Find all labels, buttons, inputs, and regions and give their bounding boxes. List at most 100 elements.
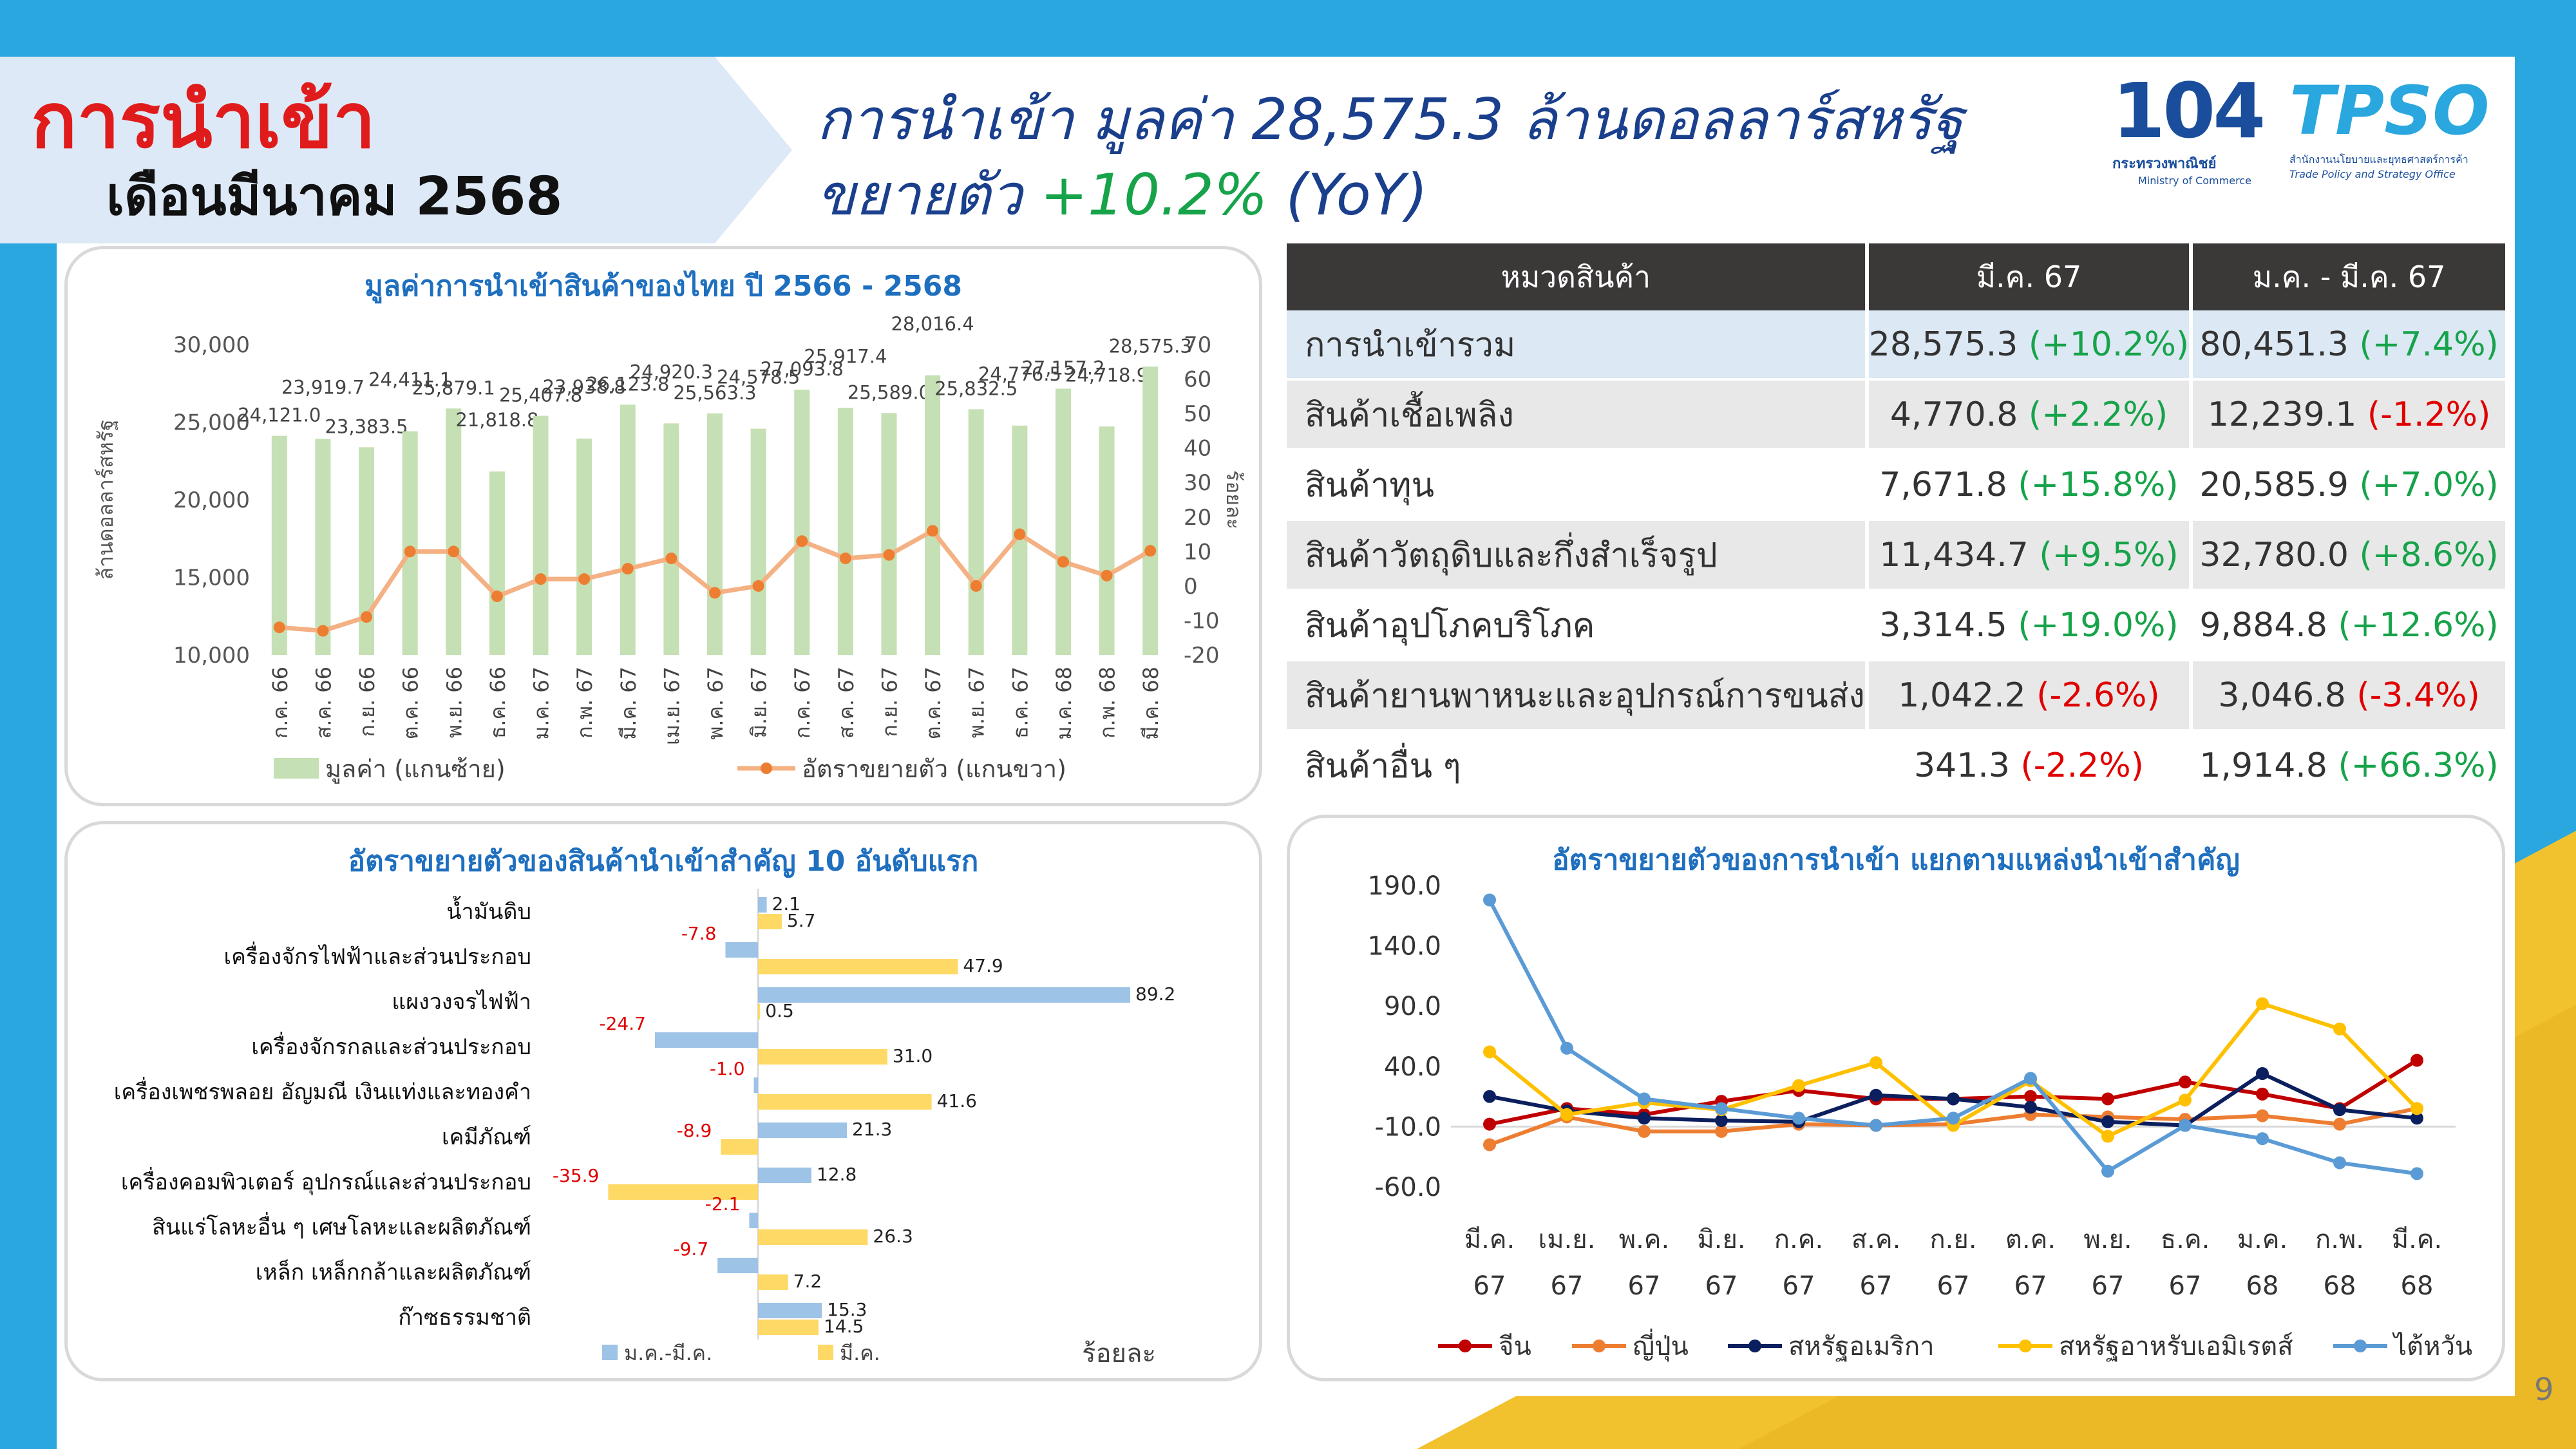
- growth-month: (+2.2%): [2028, 395, 2168, 434]
- x-axis-tick-label: ก.ย. 66: [355, 667, 379, 737]
- bar-month-growth: [758, 1320, 819, 1335]
- x-axis-tick-month: ต.ค.: [2005, 1225, 2056, 1255]
- legend-swatch-bar: [274, 758, 319, 779]
- series-point: [1870, 1088, 1882, 1102]
- value-month: 1,042.2: [1898, 676, 2037, 715]
- bar-month-growth: [758, 1229, 868, 1245]
- growth-ytd: (-1.2%): [2367, 395, 2491, 434]
- headline-growth-value: +10.2%: [1040, 162, 1268, 228]
- bar-import-value: [446, 408, 462, 655]
- bar-data-label: 25,832.5: [934, 377, 1018, 399]
- growth-month: (+10.2%): [2028, 325, 2190, 364]
- category-label: การนำเข้ารวม: [1287, 310, 1869, 381]
- growth-point: [1014, 528, 1026, 540]
- x-axis-tick-month: มี.ค.: [2392, 1225, 2443, 1255]
- bar-import-value: [968, 409, 984, 655]
- cell-month: 3,314.5 (+19.0%): [1868, 591, 2193, 661]
- bar-import-value: [533, 415, 549, 655]
- series-point: [1483, 1045, 1496, 1059]
- tpso-logo-sub-en: Trade Policy and Strategy Office: [2289, 168, 2456, 180]
- x-axis-tick-label: ส.ค. 66: [311, 667, 336, 739]
- growth-point: [665, 553, 677, 565]
- top10-panel: อัตราขยายตัวของสินค้านำเข้าสำคัญ 10 อันด…: [64, 821, 1262, 1381]
- legend-swatch-month: [818, 1345, 833, 1360]
- x-axis-tick-label: ก.ค. 67: [790, 667, 815, 739]
- bar-data-label: -35.9: [553, 1165, 599, 1186]
- series-point: [2256, 1067, 2269, 1081]
- source-growth-chart: 190.0 140.0 90.0 40.0 -10.0 -60.0 มี.ค. 67 เม.ย.…: [1367, 871, 2472, 1362]
- series-point: [1947, 1092, 1960, 1106]
- series-point: [1638, 1112, 1651, 1125]
- series-point: [2256, 1087, 2269, 1101]
- legend-label-month: มี.ค.: [840, 1341, 880, 1365]
- x-axis-tick-month: เม.ย.: [1539, 1225, 1596, 1255]
- unit-label: ร้อยละ: [1082, 1339, 1156, 1368]
- x-axis-tick-year: 67: [2014, 1271, 2047, 1301]
- bar-data-label: 26,123.8: [586, 373, 669, 395]
- x-axis-tick-month: ก.ย.: [1929, 1225, 1976, 1255]
- x-axis-tick-month: ก.ค.: [1774, 1225, 1823, 1255]
- bar-data-label: 47.9: [963, 955, 1003, 976]
- bar-ytd-growth: [753, 1077, 758, 1093]
- x-axis-tick-year: 68: [2324, 1271, 2356, 1301]
- series-point: [2333, 1117, 2346, 1131]
- growth-point: [317, 625, 329, 637]
- bar-data-label: -2.1: [705, 1193, 741, 1215]
- category-label: สินค้าเชื้อเพลิง: [1287, 381, 1869, 451]
- product-label: เครื่องจักรไฟฟ้าและส่วนประกอบ: [223, 942, 531, 970]
- legend-label-ytd: ม.ค.-มี.ค.: [624, 1341, 712, 1365]
- bar-data-label: 27,157.2: [1021, 357, 1104, 379]
- y-axis-tick-label: 20,000: [173, 488, 250, 513]
- table-header-row: หมวดสินค้า มี.ค. 67 ม.ค. - มี.ค. 67: [1287, 243, 2505, 310]
- y-axis-tick-label: 140.0: [1367, 932, 1441, 961]
- bar-import-value: [925, 375, 941, 655]
- value-month: 28,575.3: [1868, 325, 2029, 364]
- growth-month: (+19.0%): [2018, 605, 2179, 645]
- legend-label: สหรัฐอาหรับเอมิเรตส์: [2059, 1332, 2293, 1362]
- headline-yoy: (YoY): [1267, 162, 1428, 228]
- x-axis-tick-label: ก.พ. 67: [573, 667, 597, 739]
- bar-import-value: [1142, 366, 1159, 655]
- x-axis-tick-month: ส.ค.: [1852, 1225, 1901, 1255]
- cell-ytd: 1,914.8 (+66.3%): [2193, 732, 2505, 802]
- legend-swatch-point: [2354, 1340, 2367, 1352]
- import-value-chart: 30,000 25,000 20,000 15,000 10,000 70 60 50 40 30…: [93, 313, 1246, 784]
- bar-data-label: -9.7: [674, 1238, 709, 1260]
- growth-point: [621, 563, 634, 575]
- moc-logo-name-th: กระทรวงพาณิชย์: [2112, 156, 2217, 172]
- series-point: [2179, 1119, 2192, 1132]
- tpso-logo-text: TPSO: [2289, 71, 2490, 150]
- legend-swatch-point: [1593, 1340, 1605, 1352]
- x-axis-tick-month: พ.ย.: [2083, 1225, 2132, 1255]
- x-axis-tick-label: ม.ค. 67: [529, 667, 554, 740]
- series-point: [2256, 1109, 2269, 1122]
- growth-point: [361, 611, 373, 623]
- value-month: 11,434.7: [1879, 535, 2040, 574]
- legend-label-line: อัตราขยายตัว (แกนขวา): [802, 755, 1066, 783]
- value-ytd: 80,451.3: [2199, 325, 2360, 364]
- y2-axis-label: ร้อยละ: [1222, 470, 1246, 529]
- x-axis-tick-month: มี.ค.: [1464, 1225, 1515, 1255]
- cell-ytd: 32,780.0 (+8.6%): [2193, 521, 2505, 591]
- tpso-logo: TPSO สำนักงานนโยบายและยุทธศาสตร์การค้า T…: [2289, 72, 2496, 182]
- bar-import-value: [794, 390, 810, 655]
- value-ytd: 3,046.8: [2218, 676, 2357, 715]
- series-point: [1792, 1112, 1805, 1125]
- bar-import-value: [402, 431, 418, 655]
- bar-data-label: -1.0: [710, 1058, 745, 1079]
- value-month: 341.3: [1914, 746, 2021, 785]
- bar-import-value: [663, 423, 679, 655]
- product-label: เครื่องเพชรพลอย อัญมณี เงินแท่งและทองคำ: [114, 1077, 531, 1105]
- cell-month: 7,671.8 (+15.8%): [1868, 451, 2193, 521]
- y2-axis-tick-label: 70: [1184, 332, 1211, 358]
- legend-swatch-point: [2019, 1340, 2032, 1352]
- bar-data-label: 12.8: [817, 1164, 857, 1185]
- series-point: [2179, 1075, 2192, 1089]
- source-growth-panel: อัตราขยายตัวของการนำเข้า แยกตามแหล่งนำเข…: [1287, 815, 2505, 1381]
- series-point: [2333, 1022, 2346, 1036]
- growth-point: [491, 590, 503, 602]
- growth-point: [839, 553, 851, 565]
- growth-point: [1101, 569, 1113, 582]
- cell-month: 1,042.2 (-2.6%): [1868, 661, 2193, 732]
- series-point: [2410, 1054, 2423, 1067]
